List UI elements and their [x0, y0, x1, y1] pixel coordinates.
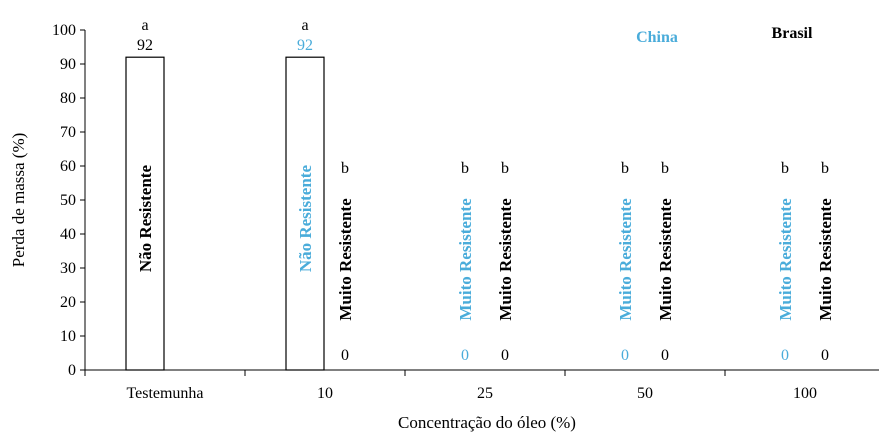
y-axis-title: Perda de massa (%) [9, 133, 28, 268]
resistance-class-label: Não Resistente [296, 165, 315, 273]
value-label: 0 [501, 347, 509, 364]
resistance-class-label: Não Resistente [136, 165, 155, 273]
resistance-class-label: Muito Resistente [776, 198, 795, 321]
y-tick-label: 60 [60, 158, 76, 175]
x-tick-label: 50 [637, 385, 653, 402]
x-axis-title: Concentração do óleo (%) [398, 413, 576, 432]
bars [126, 57, 324, 370]
significance-letter: b [501, 160, 509, 177]
x-tick-label: 10 [317, 385, 333, 402]
y-tick-label: 10 [60, 328, 76, 345]
resistance-class-label: Muito Resistente [816, 198, 835, 321]
resistance-class-label: Muito Resistente [456, 198, 475, 321]
resistance-class-label: Muito Resistente [616, 198, 635, 321]
y-tick-label: 100 [52, 22, 76, 39]
y-tick-label: 30 [60, 260, 76, 277]
resistance-class-label: Muito Resistente [656, 198, 675, 321]
value-label: 0 [461, 347, 469, 364]
value-label: 0 [621, 347, 629, 364]
legend-entry-brasil: Brasil [772, 25, 813, 42]
y-axis-ticks: 0 10 20 30 40 50 60 70 80 90 100 [52, 22, 85, 379]
x-tick-label: Testemunha [126, 385, 203, 402]
significance-letter: b [781, 160, 789, 177]
y-tick-label: 40 [60, 226, 76, 243]
value-label: 0 [661, 347, 669, 364]
y-tick-label: 0 [68, 362, 76, 379]
legend-entry-china: China [636, 29, 678, 46]
x-tick-label: 100 [793, 385, 817, 402]
bar-annotations: 92 a Não Resistente 92 a Não Resistente 0 b Muit… [136, 17, 835, 364]
significance-letter: b [621, 160, 629, 177]
significance-letter: b [821, 160, 829, 177]
y-tick-label: 90 [60, 56, 76, 73]
significance-letter: a [301, 17, 308, 34]
significance-letter: b [461, 160, 469, 177]
value-label: 0 [341, 347, 349, 364]
resistance-class-label: Muito Resistente [336, 198, 355, 321]
value-label: 0 [821, 347, 829, 364]
y-tick-label: 80 [60, 90, 76, 107]
y-tick-label: 20 [60, 294, 76, 311]
significance-letter: a [141, 17, 148, 34]
y-tick-label: 50 [60, 192, 76, 209]
x-tick-label: 25 [477, 385, 493, 402]
y-tick-label: 70 [60, 124, 76, 141]
value-label: 92 [297, 37, 313, 54]
value-label: 0 [781, 347, 789, 364]
significance-letter: b [341, 160, 349, 177]
x-axis-ticks: Testemunha 10 25 50 100 [85, 370, 879, 402]
significance-letter: b [661, 160, 669, 177]
value-label: 92 [137, 37, 153, 54]
resistance-class-label: Muito Resistente [496, 198, 515, 321]
